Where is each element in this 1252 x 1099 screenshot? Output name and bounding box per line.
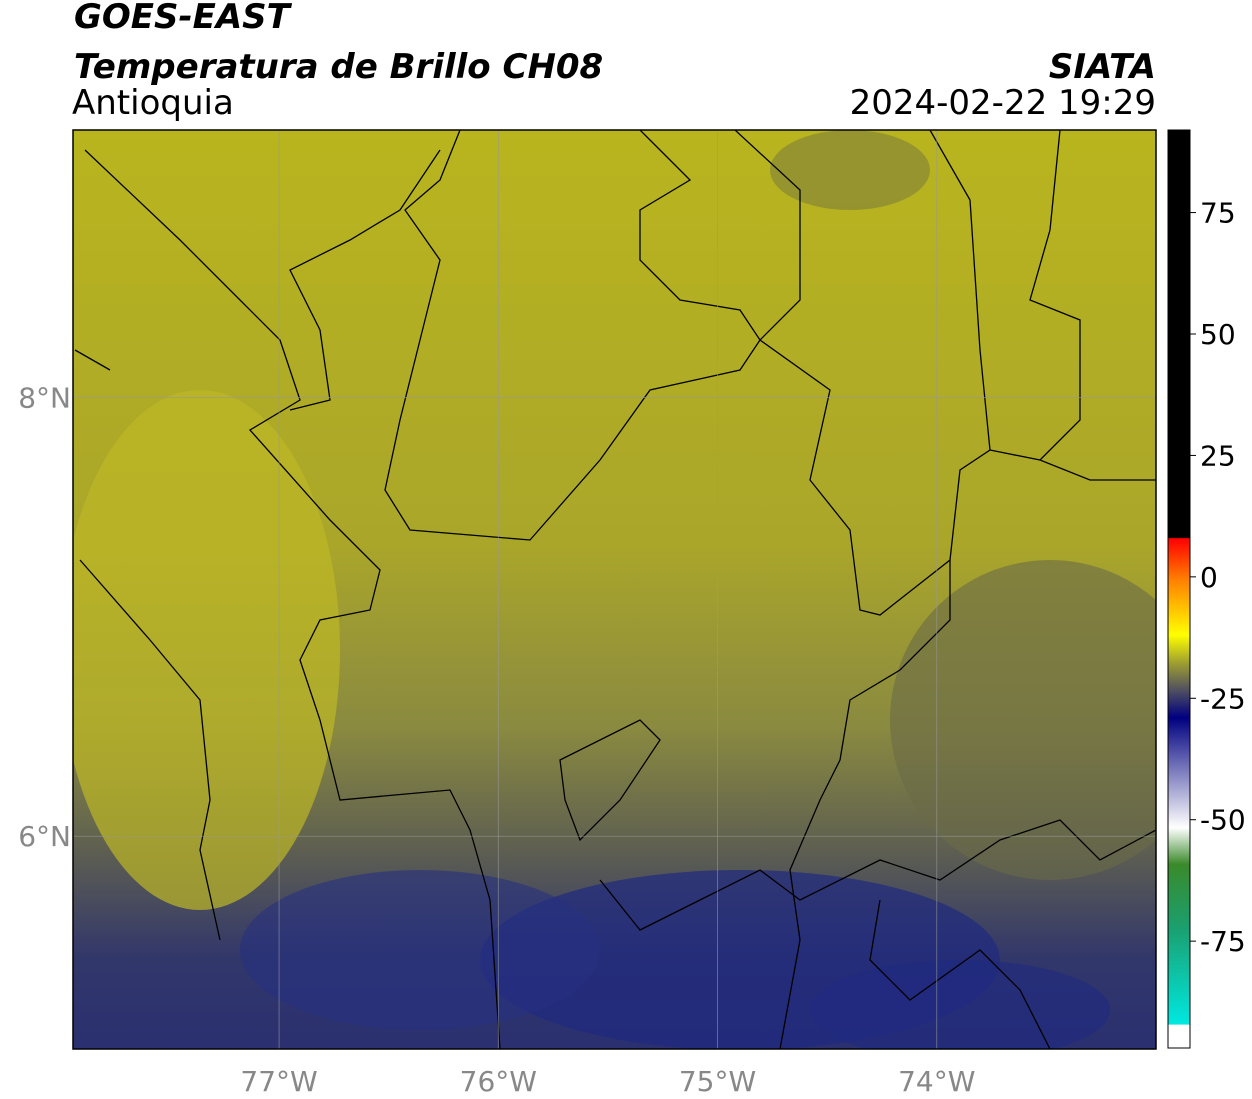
cold-region [240, 870, 600, 1030]
colorbar-tick-label: 25 [1200, 439, 1236, 472]
admin-border [599, 819, 1156, 1049]
region: Antioquia [72, 83, 234, 123]
subtitle: Temperatura de Brillo CH08 [74, 47, 603, 87]
y-tick-label: 8°N [18, 382, 71, 415]
x-tick-label: 75°W [679, 1065, 756, 1098]
x-tick-label: 76°W [460, 1065, 537, 1098]
title: GOES-EAST [74, 0, 293, 37]
colorbar-tick-label: 75 [1200, 197, 1236, 230]
x-tick-label: 77°W [240, 1065, 317, 1098]
colorbar-tick-label: -75 [1200, 925, 1246, 958]
map-frame [72, 129, 1157, 1050]
grid [73, 130, 1156, 1049]
colorbar [1167, 129, 1191, 1049]
y-tick-label: 6°N [18, 820, 71, 853]
map-image [73, 130, 1156, 1049]
admin-border [84, 149, 501, 1049]
timestamp: 2024-02-22 19:29 [850, 83, 1156, 123]
coastline [74, 149, 441, 941]
cold-region [810, 960, 1110, 1049]
colorbar-tick-label: -25 [1200, 682, 1246, 715]
colorbar-tick-label: 50 [1200, 318, 1236, 351]
colorbar-tick-label: 0 [1200, 561, 1218, 594]
source: SIATA [1049, 47, 1156, 87]
cool-region [890, 560, 1156, 880]
admin-border [734, 130, 991, 616]
admin-border [384, 130, 761, 541]
admin-border [989, 130, 1156, 481]
warm-region [73, 390, 340, 910]
colorbar-tick-label: -50 [1200, 804, 1246, 837]
admin-border [559, 560, 951, 1049]
cool-region [770, 130, 930, 210]
x-tick-label: 74°W [898, 1065, 975, 1098]
